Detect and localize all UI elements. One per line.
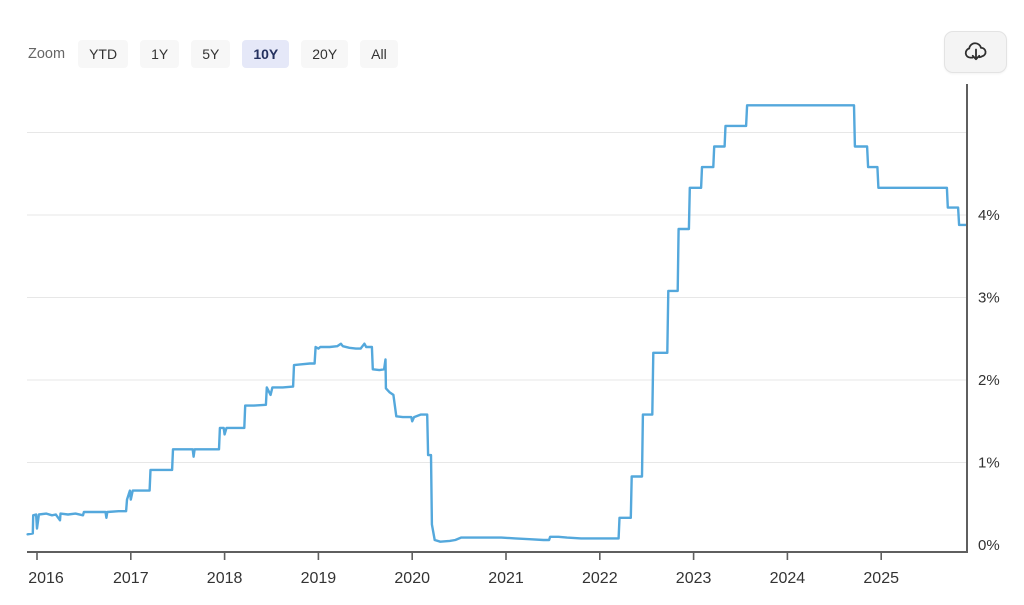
x-tick-label: 2024 [770,570,806,587]
x-tick-label: 2018 [207,570,243,587]
x-tick-label: 2022 [582,570,618,587]
y-tick-label: 0% [978,537,1000,554]
x-tick-label: 2017 [113,570,149,587]
zoom-button-all[interactable]: All [360,40,398,68]
series-line [26,104,968,543]
y-tick-label: 1% [978,455,1000,472]
x-tick-label: 2020 [394,570,430,587]
x-tick-label: 2023 [676,570,712,587]
x-tick-label: 2025 [863,570,899,587]
y-tick-label: 2% [978,372,1000,389]
download-button[interactable] [944,31,1007,73]
zoom-toolbar: Zoom YTD 1Y 5Y 10Y 20Y All [28,40,398,68]
x-tick-label: 2019 [301,570,337,587]
cloud-download-icon [962,39,990,65]
x-tick-label: 2021 [488,570,524,587]
x-tick-label: 2016 [28,570,64,587]
zoom-button-10y[interactable]: 10Y [242,40,290,68]
zoom-button-ytd[interactable]: YTD [78,40,129,68]
zoom-label: Zoom [28,46,66,62]
zoom-button-1y[interactable]: 1Y [140,40,180,68]
y-tick-label: 4% [978,207,1000,224]
y-tick-label: 3% [978,290,1000,307]
zoom-button-5y[interactable]: 5Y [191,40,231,68]
zoom-button-20y[interactable]: 20Y [301,40,349,68]
